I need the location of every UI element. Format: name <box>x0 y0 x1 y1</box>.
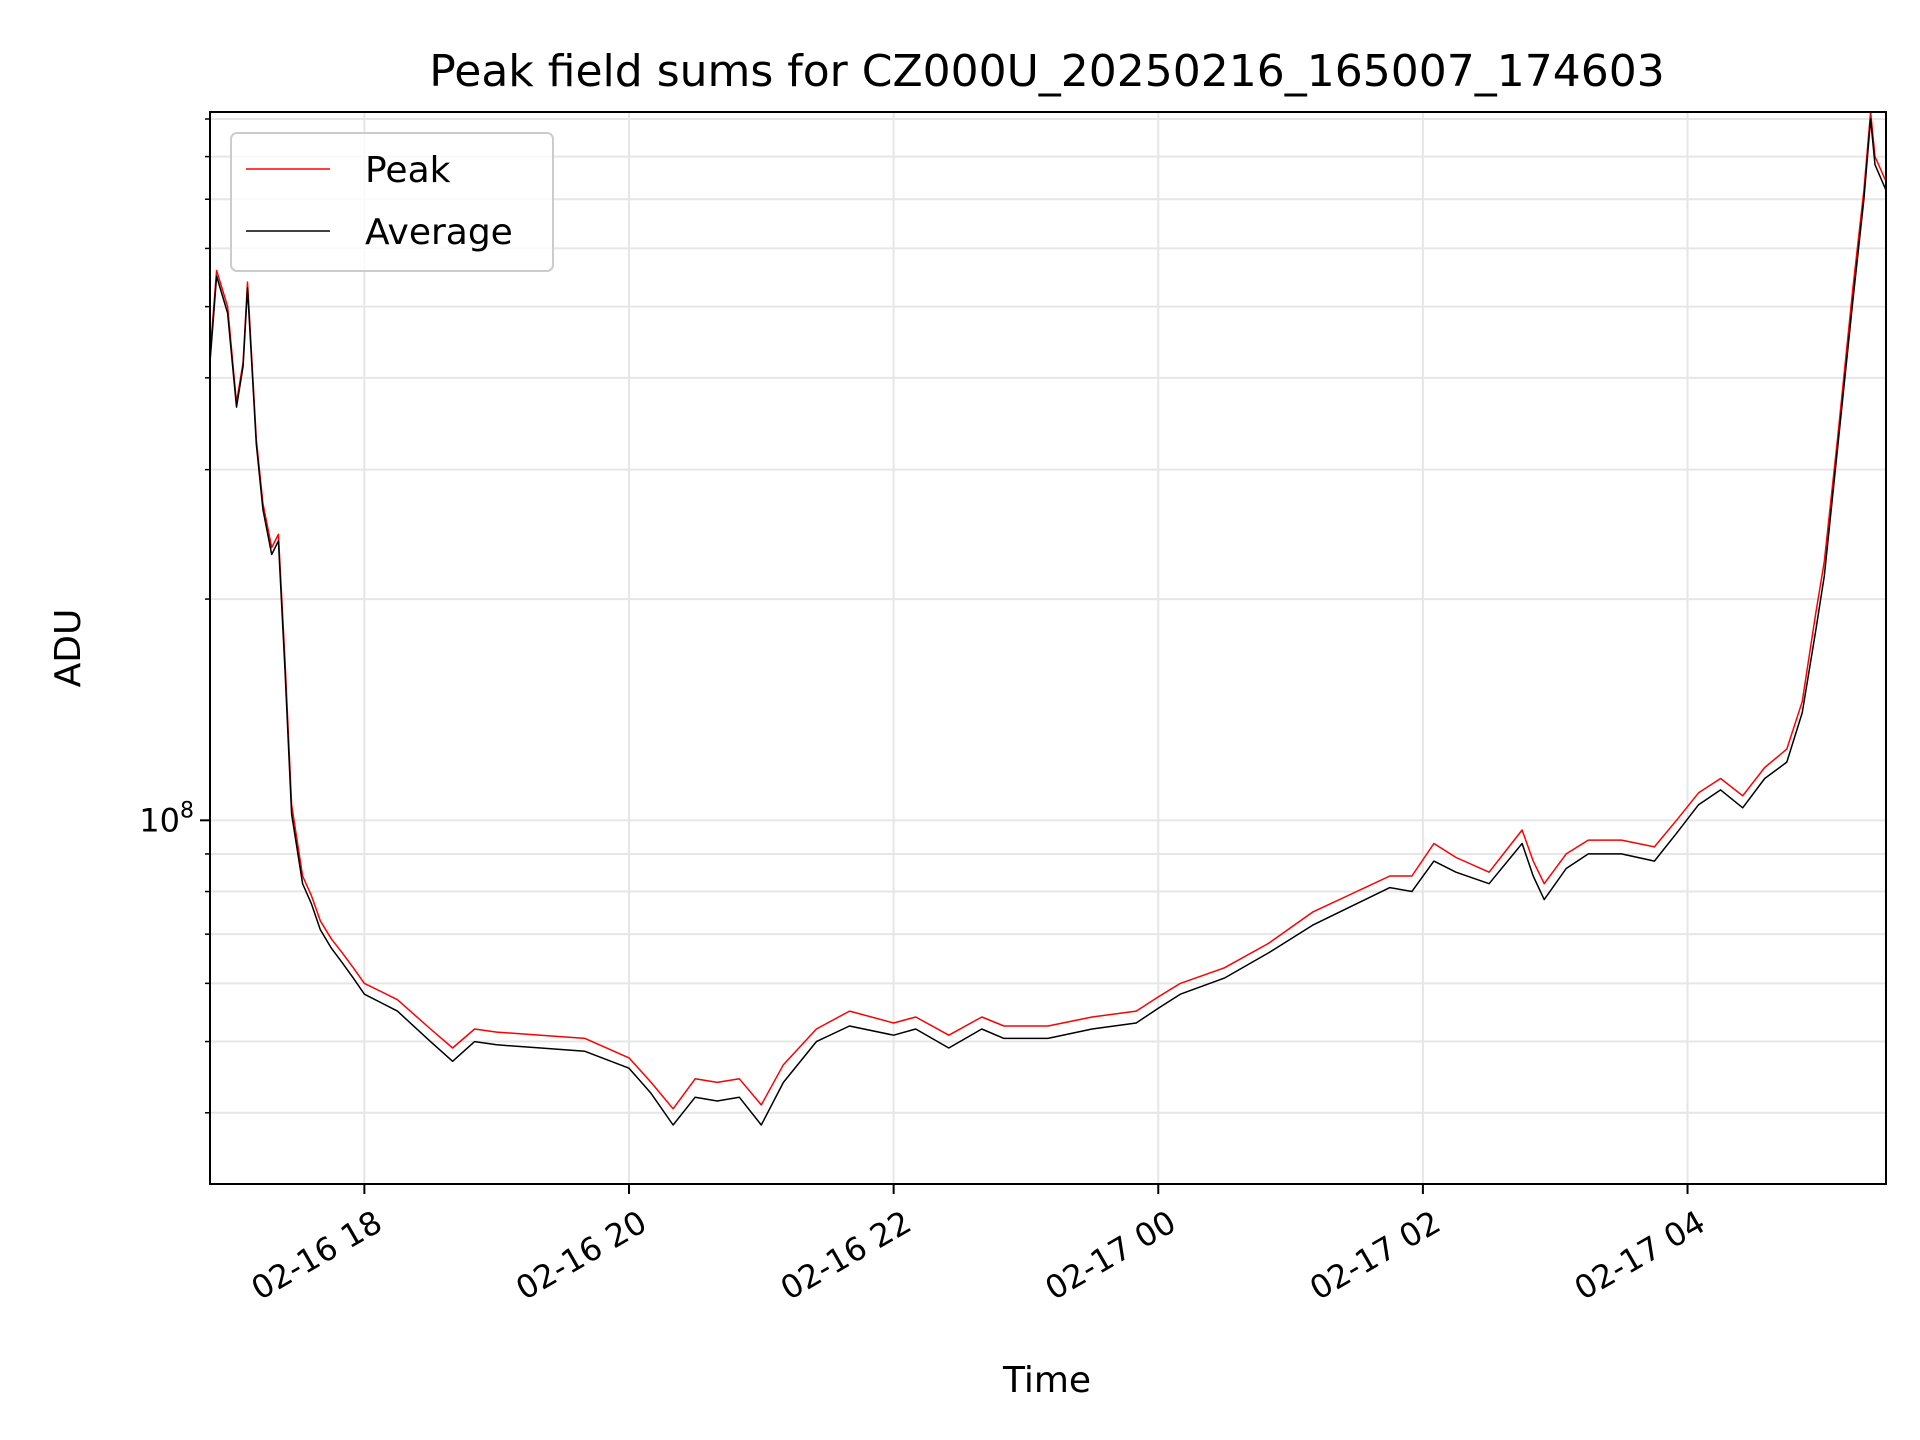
plot-area <box>210 112 1886 1184</box>
series-layer <box>209 111 1887 1126</box>
legend-box <box>230 132 554 272</box>
y-axis-label: ADU <box>48 609 89 688</box>
y-tick-exponent: 8 <box>180 798 194 823</box>
y-tick-base: 10 <box>139 801 180 839</box>
chart-title: Peak field sums for CZ000U_20250216_1650… <box>429 46 1664 97</box>
grid <box>210 112 1886 1184</box>
legend-label-peak: Peak <box>365 150 451 191</box>
x-axis-label: Time <box>1002 1360 1091 1401</box>
series-line-peak <box>209 111 1887 1110</box>
plot-frame <box>209 111 1887 1185</box>
y-tick-label: 108 <box>139 798 194 839</box>
series-line-average <box>209 118 1887 1126</box>
legend-label-average: Average <box>365 212 513 253</box>
legend: Peak Average <box>230 132 554 272</box>
